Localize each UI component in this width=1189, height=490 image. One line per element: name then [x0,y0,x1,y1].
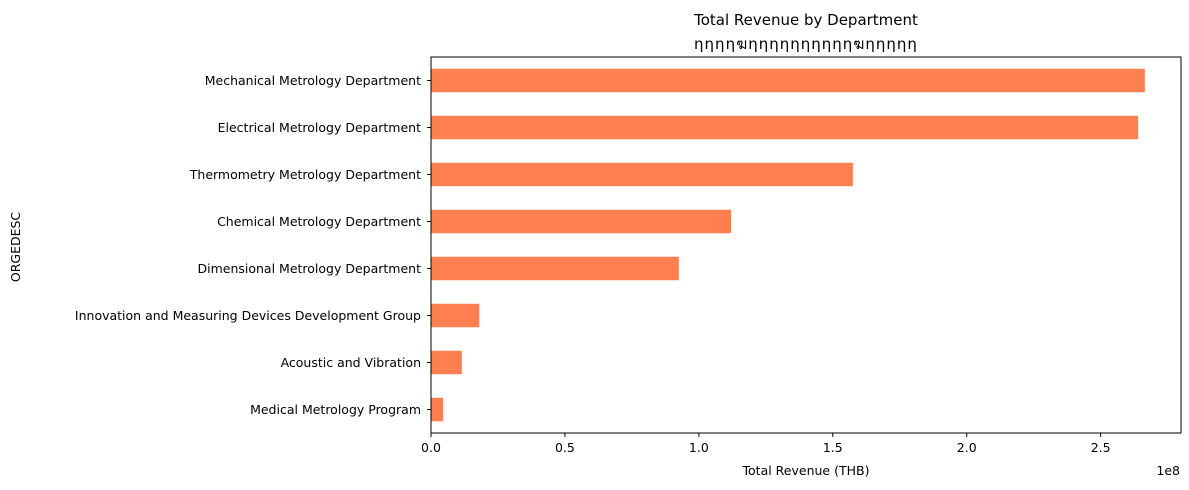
y-axis-ticks: Mechanical Metrology Department Electrica… [75,73,431,417]
x-tick-label: 0.0 [421,440,441,455]
chart-title: Total Revenue by Department [693,11,918,29]
y-tick-label: Chemical Metrology Department [217,214,421,229]
x-tick-label: 1.0 [689,440,709,455]
y-tick-label: Innovation and Measuring Devices Develop… [75,308,421,323]
bar [431,256,679,281]
x-tick-label: 0.5 [555,440,575,455]
y-tick-label: Thermometry Metrology Department [189,167,421,182]
plot-frame [430,56,1182,434]
chart-subtitle: ηηηηฆηηηηηηηηηηฆηηηηη [694,35,918,53]
x-axis-offset-label: 1e8 [1156,463,1180,478]
x-tick-label: 1.5 [823,440,843,455]
y-axis-label: ORGEDESC [8,212,23,283]
y-tick-label: Medical Metrology Program [250,402,421,417]
x-tick-label: 2.0 [957,440,977,455]
x-tick-label: 2.5 [1091,440,1111,455]
bar [431,162,853,187]
bar [431,350,462,375]
y-tick-label: Acoustic and Vibration [281,355,421,370]
bar [431,209,731,234]
x-axis-label: Total Revenue (THB) [742,463,870,478]
bars-group [431,68,1145,422]
bar [431,68,1145,93]
y-tick-label: Electrical Metrology Department [218,120,421,135]
x-axis-ticks: 0.0 0.5 1.0 1.5 2.0 2.5 [421,433,1111,455]
bar [431,115,1139,140]
y-tick-label: Dimensional Metrology Department [197,261,421,276]
bar [431,303,480,328]
y-tick-label: Mechanical Metrology Department [205,73,421,88]
bar [431,397,444,422]
